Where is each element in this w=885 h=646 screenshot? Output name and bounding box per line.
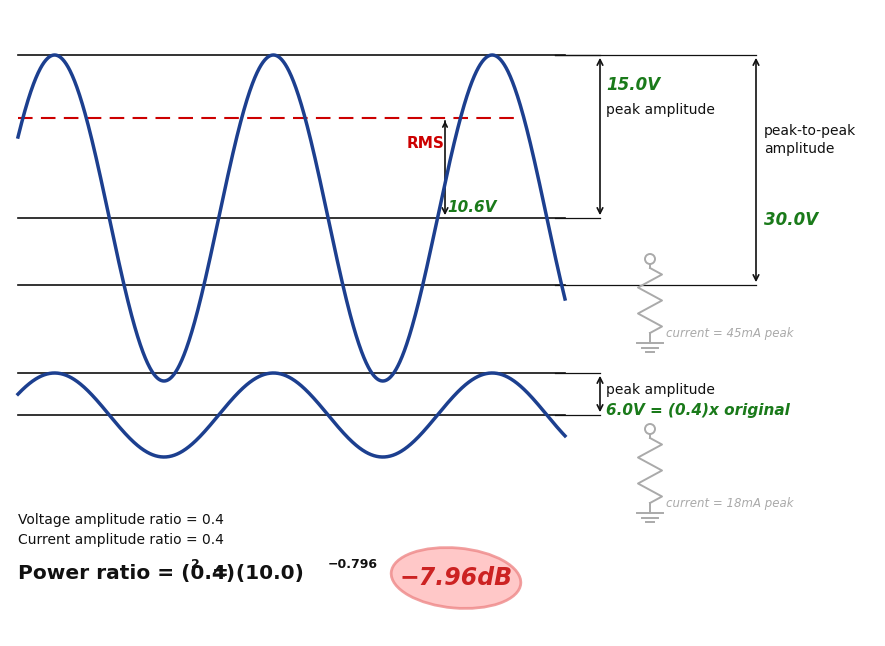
Text: −7.96dB: −7.96dB [399, 566, 512, 590]
Text: 30.0V: 30.0V [764, 211, 818, 229]
Text: Power ratio = (0.4): Power ratio = (0.4) [18, 565, 235, 583]
Text: 6.0V = (0.4)x original: 6.0V = (0.4)x original [606, 402, 790, 417]
Text: Current amplitude ratio = 0.4: Current amplitude ratio = 0.4 [18, 533, 224, 547]
Text: RMS: RMS [407, 136, 445, 151]
Text: peak amplitude: peak amplitude [606, 103, 715, 117]
Text: 15.0V: 15.0V [606, 76, 660, 94]
Ellipse shape [391, 548, 520, 609]
Text: peak-to-peak
amplitude: peak-to-peak amplitude [764, 124, 857, 156]
Text: current = 18mA peak: current = 18mA peak [666, 497, 794, 510]
Text: = (10.0): = (10.0) [198, 565, 304, 583]
Text: 2: 2 [191, 559, 200, 572]
Text: −0.796: −0.796 [328, 559, 378, 572]
Text: Voltage amplitude ratio = 0.4: Voltage amplitude ratio = 0.4 [18, 513, 224, 527]
Text: 10.6V: 10.6V [447, 200, 496, 216]
Text: current = 45mA peak: current = 45mA peak [666, 326, 794, 340]
Text: peak amplitude: peak amplitude [606, 383, 715, 397]
